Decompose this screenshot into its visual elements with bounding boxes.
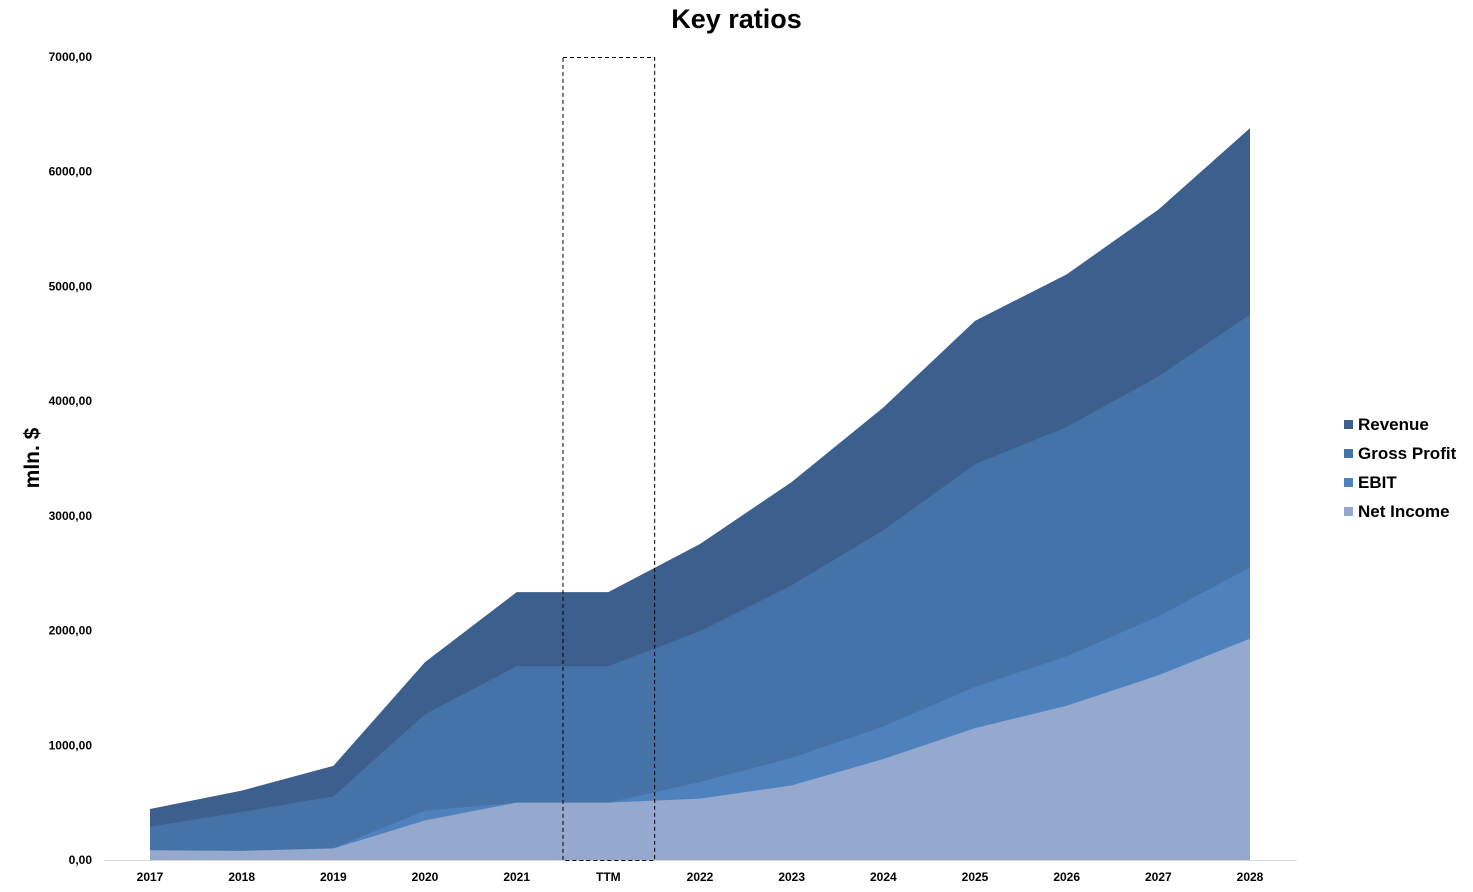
y-tick-label: 5000,00: [49, 279, 93, 293]
y-tick-label: 1000,00: [49, 738, 93, 752]
x-tick-label: 2025: [962, 870, 989, 884]
areas-layer: [150, 128, 1250, 860]
x-tick-label: 2027: [1145, 870, 1172, 884]
axis-layer: 2017 2018 2019 2020 2021 TTM 2022 2023 2024 2025 2…: [49, 50, 1297, 884]
x-tick-label: 2023: [778, 870, 805, 884]
x-tick-label: 2021: [503, 870, 530, 884]
y-tick-label: 6000,00: [49, 165, 93, 179]
legend-label: Revenue: [1358, 414, 1429, 434]
x-tick-label: 2020: [412, 870, 439, 884]
x-tick-label: TTM: [596, 870, 621, 884]
legend-swatch: [1344, 478, 1353, 487]
legend-swatch: [1344, 420, 1353, 429]
legend-label: EBIT: [1358, 472, 1397, 492]
y-tick-label: 3000,00: [49, 509, 93, 523]
y-tick-label: 0,00: [69, 853, 93, 867]
x-tick-label: 2024: [870, 870, 897, 884]
ttm-highlight-box: [562, 57, 656, 861]
legend-item: Revenue: [1344, 410, 1456, 439]
legend: Revenue Gross Profit EBIT Net Income: [1344, 410, 1456, 526]
y-tick-label: 2000,00: [49, 624, 93, 638]
y-tick-label: 4000,00: [49, 394, 93, 408]
legend-label: Gross Profit: [1358, 443, 1457, 463]
x-tick-label: 2017: [137, 870, 164, 884]
legend-swatch: [1344, 449, 1353, 458]
x-tick-label: 2022: [687, 870, 714, 884]
highlight-layer: [562, 57, 656, 861]
chart-title: Key ratios: [671, 4, 802, 34]
series-area-net-income: [150, 638, 1250, 860]
x-tick-label: 2018: [228, 870, 255, 884]
x-tick-label: 2019: [320, 870, 347, 884]
y-tick-label: 7000,00: [49, 50, 93, 64]
legend-item: Net Income: [1344, 497, 1456, 526]
x-tick-label: 2028: [1237, 870, 1264, 884]
y-axis-label: mln. $: [21, 427, 44, 488]
legend-label: Net Income: [1358, 501, 1450, 521]
legend-item: Gross Profit: [1344, 439, 1456, 468]
legend-item: EBIT: [1344, 468, 1456, 497]
legend-swatch: [1344, 507, 1353, 516]
x-tick-label: 2026: [1053, 870, 1080, 884]
